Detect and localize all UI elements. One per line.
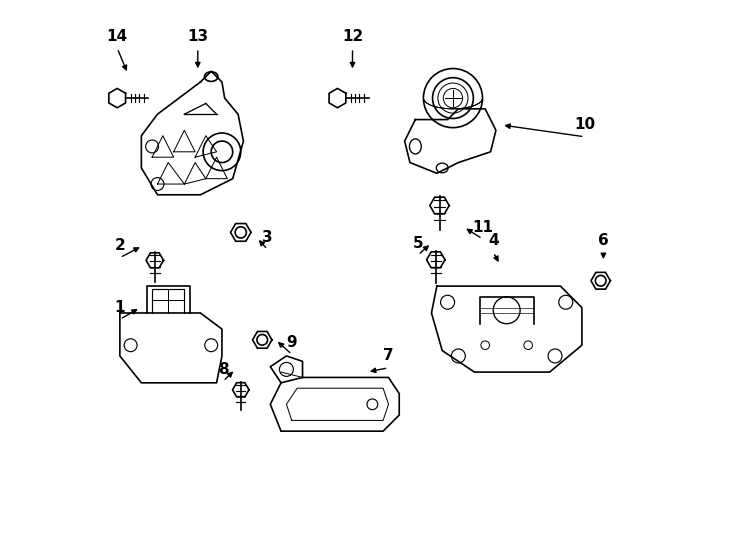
Text: 14: 14 — [106, 29, 128, 44]
Text: 13: 13 — [187, 29, 208, 44]
Text: 9: 9 — [286, 335, 297, 350]
Text: 11: 11 — [472, 220, 493, 234]
Text: 4: 4 — [488, 233, 498, 248]
Text: 2: 2 — [115, 238, 126, 253]
Text: 7: 7 — [383, 348, 394, 363]
Text: 10: 10 — [574, 118, 595, 132]
Text: 1: 1 — [115, 300, 125, 315]
Text: 5: 5 — [413, 235, 424, 251]
Text: 6: 6 — [598, 233, 608, 248]
Text: 12: 12 — [342, 29, 363, 44]
Text: 8: 8 — [218, 362, 228, 377]
Text: 3: 3 — [262, 230, 273, 245]
